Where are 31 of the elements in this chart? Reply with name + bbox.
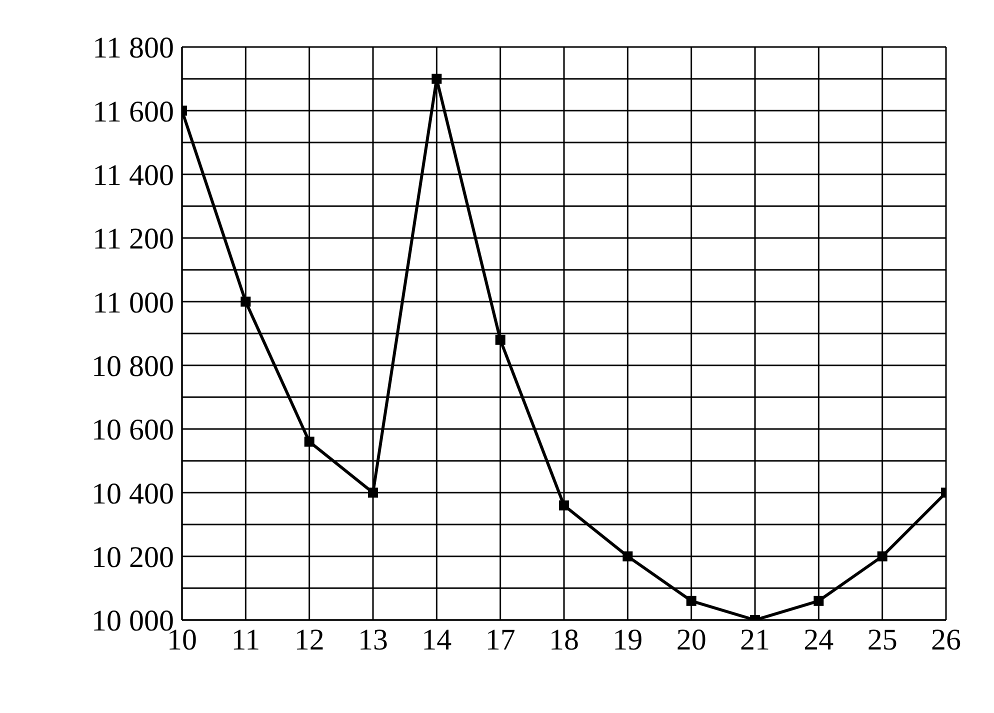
y-tick-label: 11 200: [92, 222, 174, 256]
x-tick-label: 18: [549, 623, 579, 656]
point: [495, 334, 506, 345]
y-tick-label: 10 800: [92, 350, 174, 383]
y-tick-label: 11 800: [92, 32, 174, 65]
point: [877, 551, 888, 562]
point: [432, 74, 442, 84]
point: [686, 596, 696, 606]
point: [622, 551, 633, 562]
x-tick-label: 24: [804, 623, 834, 656]
y-tick-label: 11 000: [92, 286, 174, 320]
x-tick-label: 20: [676, 623, 706, 656]
x-tick-label: 17: [485, 623, 516, 656]
point: [368, 488, 378, 498]
x-tick-label: 12: [294, 623, 324, 656]
x-tick-label: 13: [358, 623, 388, 656]
point: [304, 436, 314, 447]
x-tick-label: 14: [422, 623, 452, 656]
x-tick-label: 11: [231, 623, 260, 656]
point: [559, 500, 569, 510]
y-tick-label: 10 200: [92, 540, 174, 574]
x-tick-label: 26: [931, 623, 961, 656]
point: [240, 296, 251, 307]
y-tick-label: 11 600: [92, 95, 174, 128]
x-tick-label: 21: [740, 623, 770, 656]
y-tick-label: 10 400: [92, 477, 174, 510]
y-tick-label: 11 400: [92, 158, 174, 192]
x-tick-label: 19: [612, 623, 643, 656]
x-tick-label: 25: [867, 623, 898, 656]
point: [814, 596, 824, 606]
y-tick-label: 10 600: [92, 414, 174, 447]
